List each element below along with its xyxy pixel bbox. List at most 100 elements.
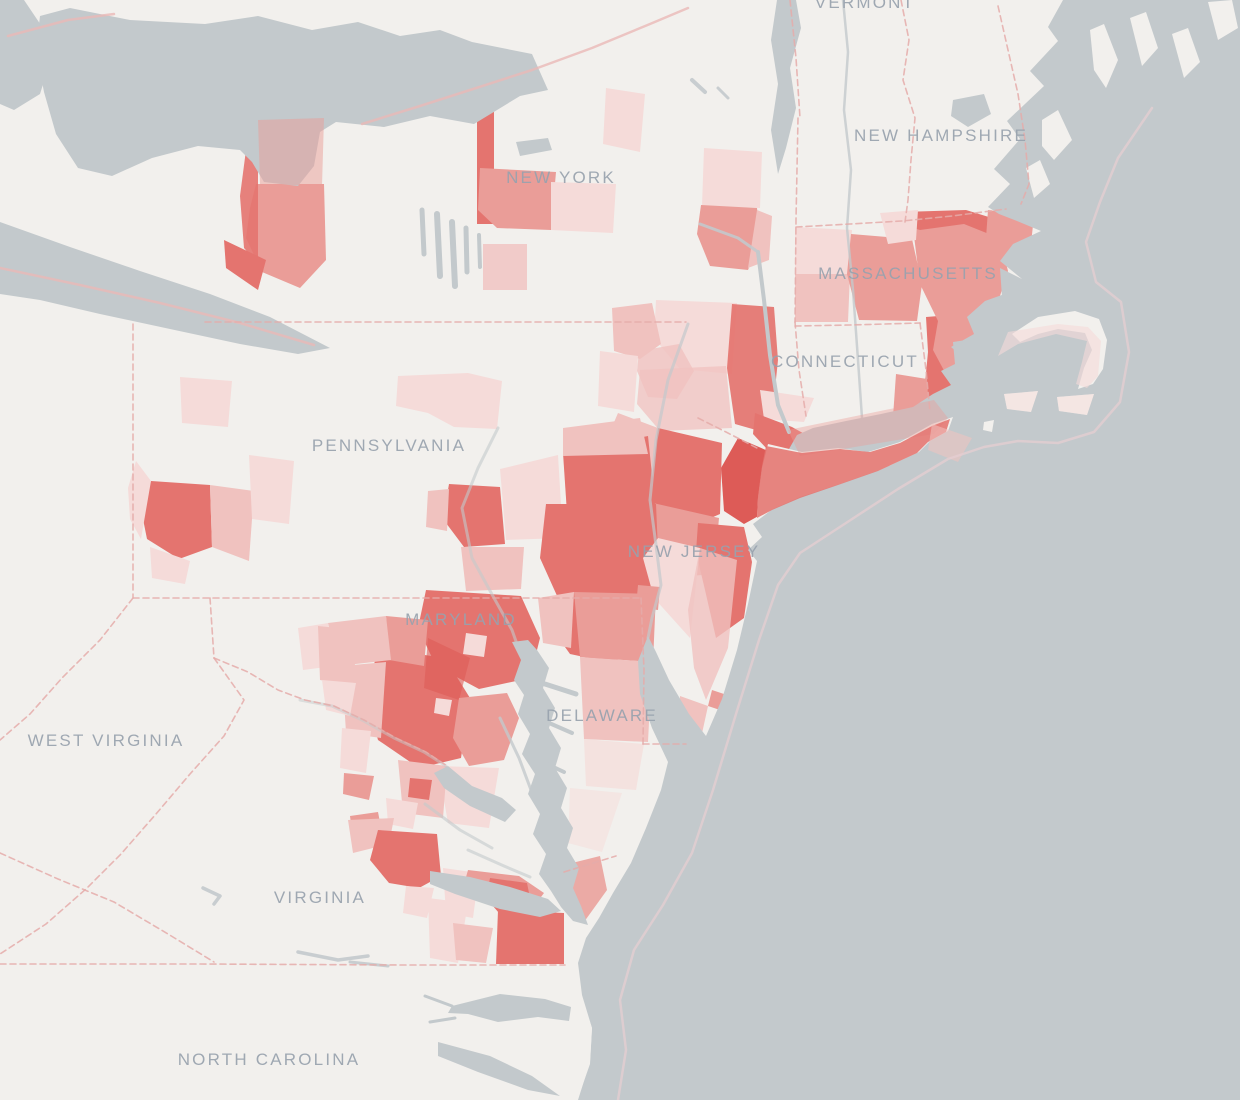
harrisburg-core (443, 484, 505, 547)
border-va-sw (0, 852, 215, 963)
rochester-blob (478, 168, 556, 230)
winchester (318, 626, 358, 686)
border-wv-panhandle (209, 597, 215, 659)
delaware-river (646, 322, 690, 640)
susquehanna-river (460, 426, 520, 649)
poconos-light (598, 351, 638, 412)
state-label-delaware: DELAWARE (546, 706, 658, 725)
state-label-new-jersey: NEW JERSEY (628, 542, 761, 561)
rappahannock-river (423, 802, 494, 850)
border-potomac (213, 657, 448, 767)
pamlico-rivers (438, 1042, 560, 1096)
block-island (983, 420, 994, 432)
finger-lake-2 (434, 211, 443, 279)
finger-lake-5 (477, 233, 482, 269)
finger-lake-4 (463, 225, 470, 275)
state-label-north-carolina: NORTH CAROLINA (178, 1050, 361, 1069)
border-ny-ma (794, 117, 799, 323)
albany-core (697, 205, 760, 270)
narragansett-bay-west (953, 340, 971, 390)
maine-island-2 (1130, 12, 1158, 66)
border-ny-vt (789, 0, 801, 119)
watertown-light (603, 88, 645, 152)
lake-erie (0, 222, 330, 354)
marthas-vineyard-coverage (1004, 391, 1038, 412)
albemarle-finger-1 (423, 994, 454, 1008)
narragansett-bay-east (974, 344, 984, 383)
pittsburgh-east (210, 485, 254, 561)
chesapeake-branch-3 (532, 756, 566, 774)
philly-core (540, 504, 660, 613)
northcentral-pa-light (396, 373, 502, 429)
maine-island-5 (1042, 110, 1072, 160)
delaware-south-light (584, 739, 644, 790)
chesapeake-bay (512, 640, 588, 925)
border-ny-ct (794, 321, 807, 417)
finger-lake-1 (419, 207, 427, 257)
maine-island-4 (1208, 0, 1238, 40)
i81-light (340, 728, 371, 773)
border-wv-oh (0, 597, 134, 741)
state-label-connecticut: CONNECTICUT (771, 352, 919, 371)
cape-cod-coverage (998, 324, 1101, 388)
delaware-north (574, 592, 656, 662)
york-lancaster (461, 547, 524, 591)
maine-island-3 (1172, 28, 1200, 78)
rochester-east-light (551, 182, 616, 233)
dc-balt-overlap (424, 638, 470, 700)
western-ma-north (795, 227, 852, 274)
chesapeake-branch-1 (542, 681, 579, 697)
border-ct-ri (919, 322, 931, 413)
state-label-pennsylvania: PENNSYLVANIA (312, 436, 466, 455)
outer-banks (566, 966, 592, 1098)
delmarva-light (568, 788, 622, 852)
li-east-light (928, 424, 972, 462)
harrisonburg (343, 773, 374, 800)
adirondack-lake-2 (716, 86, 730, 100)
long-island-coverage (757, 419, 950, 518)
lake-ontario (36, 8, 548, 186)
litchfield-corner (760, 390, 814, 422)
border-va-nc (0, 963, 566, 966)
virginia-beach-block (496, 910, 564, 964)
border-md-de-vertical (640, 597, 645, 745)
niagara-main (246, 184, 326, 288)
connecticut-river (841, 0, 864, 420)
state-label-maryland: MARYLAND (405, 610, 517, 629)
harrisburg-west (426, 489, 449, 531)
buffalo-west-sliver (240, 150, 258, 264)
york-river (466, 848, 532, 879)
jersey-shore (688, 548, 737, 700)
richmond-core (370, 830, 441, 888)
annapolis (453, 693, 519, 766)
boston-harbor (1000, 268, 1030, 297)
border-nj-ny (697, 417, 758, 449)
albemarle-finger-2 (428, 1016, 457, 1024)
adirondack-lake-1 (690, 78, 707, 94)
mohawk-river (698, 222, 760, 254)
maine-island-6 (1026, 160, 1050, 198)
albany-north-light (702, 148, 762, 208)
canada-border-st-lawrence (360, 6, 690, 126)
border-nh-me (997, 5, 1030, 205)
suffolk-med (453, 923, 493, 963)
pittsburgh-core (141, 481, 212, 559)
scranton-1 (612, 303, 661, 359)
albemarle-sound (448, 994, 571, 1022)
border-ma-north (795, 208, 1007, 228)
nh-tongue-light (880, 210, 918, 244)
atlantic-ocean (578, 0, 1240, 1100)
boston-metro (913, 223, 1008, 321)
baltimore-city-hole (463, 633, 487, 657)
canada-border-ontario-west (6, 12, 116, 38)
state-label-west-virginia: WEST VIRGINIA (28, 731, 185, 750)
charlottesville-light (386, 798, 418, 829)
pittsburgh-south (150, 547, 190, 584)
md-ne-corner (538, 592, 574, 648)
chesapeake-branch-2 (538, 717, 574, 735)
lake-winnipesaukee (951, 94, 991, 127)
hudson-river (756, 250, 791, 434)
erie-pa-light (180, 377, 232, 427)
state-label-new-hampshire: NEW HAMPSHIRE (854, 126, 1028, 145)
